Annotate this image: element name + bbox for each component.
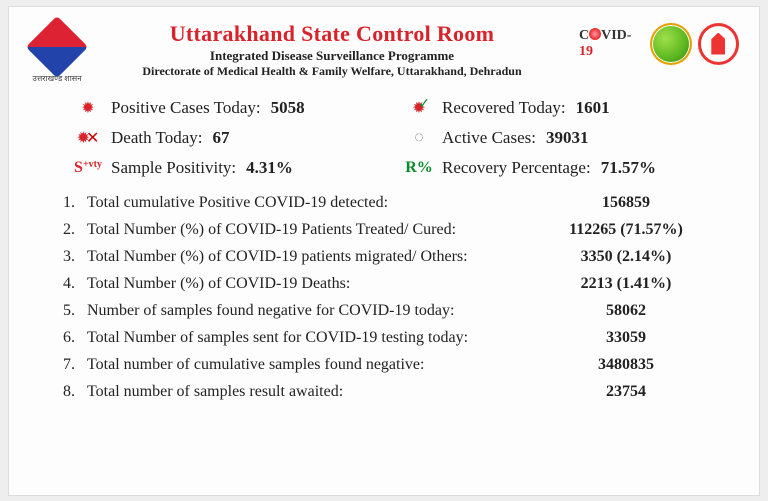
highlight-death-today: ✹✕ Death Today: 67 [75, 128, 388, 148]
row-label: Number of samples found negative for COV… [87, 302, 541, 320]
hl-value: 4.31% [246, 158, 293, 178]
row-value: 33059 [541, 329, 711, 347]
hl-value: 1601 [576, 98, 610, 118]
state-emblem-block: उत्तराखण्ड शासन [29, 19, 85, 84]
hl-label: Recovery Percentage: [442, 158, 591, 178]
list-item: 5. Number of samples found negative for … [57, 302, 711, 320]
row-value: 112265 (71.57%) [541, 221, 711, 239]
s-plus-vty-icon: S+vty [75, 159, 101, 177]
hl-label: Active Cases: [442, 128, 536, 148]
state-emblem-icon [26, 15, 88, 77]
subtitle-programme: Integrated Disease Surveillance Programm… [93, 48, 571, 64]
row-number: 3. [57, 248, 87, 266]
row-label: Total cumulative Positive COVID-19 detec… [87, 194, 541, 212]
row-value: 3350 (2.14%) [541, 248, 711, 266]
list-item: 4. Total Number (%) of COVID-19 Deaths: … [57, 275, 711, 293]
row-value: 156859 [541, 194, 711, 212]
hl-label: Positive Cases Today: [111, 98, 261, 118]
covid-mid: VID- [601, 28, 631, 43]
row-label: Total Number (%) of COVID-19 patients mi… [87, 248, 541, 266]
row-label: Total Number (%) of COVID-19 Patients Tr… [87, 221, 541, 239]
hl-label: Death Today: [111, 128, 203, 148]
header: उत्तराखण्ड शासन Uttarakhand State Contro… [29, 19, 739, 84]
row-number: 8. [57, 383, 87, 401]
idsp-globe-icon [650, 23, 691, 65]
highlight-active-cases: ◌ Active Cases: 39031 [406, 128, 719, 148]
row-value: 58062 [541, 302, 711, 320]
row-number: 7. [57, 356, 87, 374]
covid-19: 19 [579, 44, 593, 59]
highlights-grid: ✹ Positive Cases Today: 5058 ✹✓ Recovere… [29, 98, 739, 178]
row-label: Total Number (%) of COVID-19 Deaths: [87, 275, 541, 293]
covid19-label: C VID- 19 [579, 28, 644, 60]
hl-value: 5058 [271, 98, 305, 118]
list-item: 2. Total Number (%) of COVID-19 Patients… [57, 221, 711, 239]
header-center: Uttarakhand State Control Room Integrate… [93, 19, 571, 79]
row-number: 2. [57, 221, 87, 239]
list-item: 3. Total Number (%) of COVID-19 patients… [57, 248, 711, 266]
hl-value: 71.57% [601, 158, 656, 178]
list-item: 6. Total Number of samples sent for COVI… [57, 329, 711, 347]
highlight-positive-today: ✹ Positive Cases Today: 5058 [75, 98, 388, 118]
row-number: 6. [57, 329, 87, 347]
highlight-recovery-percentage: R% Recovery Percentage: 71.57% [406, 158, 719, 178]
virus-check-icon: ✹✓ [406, 98, 432, 118]
virus-dot-icon [589, 28, 601, 40]
virus-search-icon: ✹ [75, 98, 101, 118]
list-item: 7. Total number of cumulative samples fo… [57, 356, 711, 374]
highlight-recovered-today: ✹✓ Recovered Today: 1601 [406, 98, 719, 118]
row-label: Total Number of samples sent for COVID-1… [87, 329, 541, 347]
row-number: 1. [57, 194, 87, 212]
covid-c: C [579, 28, 589, 43]
row-number: 5. [57, 302, 87, 320]
row-label: Total number of cumulative samples found… [87, 356, 541, 374]
list-item: 1. Total cumulative Positive COVID-19 de… [57, 194, 711, 212]
hl-label: Recovered Today: [442, 98, 566, 118]
virus-outline-icon: ◌ [406, 129, 432, 147]
hl-value: 39031 [546, 128, 589, 148]
detail-list: 1. Total cumulative Positive COVID-19 de… [29, 194, 739, 401]
header-logos: C VID- 19 [579, 19, 739, 65]
subtitle-directorate: Directorate of Medical Health & Family W… [93, 64, 571, 79]
row-value: 2213 (1.41%) [541, 275, 711, 293]
list-item: 8. Total number of samples result awaite… [57, 383, 711, 401]
row-number: 4. [57, 275, 87, 293]
page-title: Uttarakhand State Control Room [93, 21, 571, 47]
row-label: Total number of samples result awaited: [87, 383, 541, 401]
virus-cross-icon: ✹✕ [75, 128, 101, 148]
hl-label: Sample Positivity: [111, 158, 236, 178]
row-value: 23754 [541, 383, 711, 401]
r-percent-icon: R% [406, 159, 432, 177]
highlight-sample-positivity: S+vty Sample Positivity: 4.31% [75, 158, 388, 178]
nhm-logo-icon [698, 23, 739, 65]
report-sheet: उत्तराखण्ड शासन Uttarakhand State Contro… [8, 6, 760, 496]
row-value: 3480835 [541, 356, 711, 374]
hl-value: 67 [213, 128, 230, 148]
